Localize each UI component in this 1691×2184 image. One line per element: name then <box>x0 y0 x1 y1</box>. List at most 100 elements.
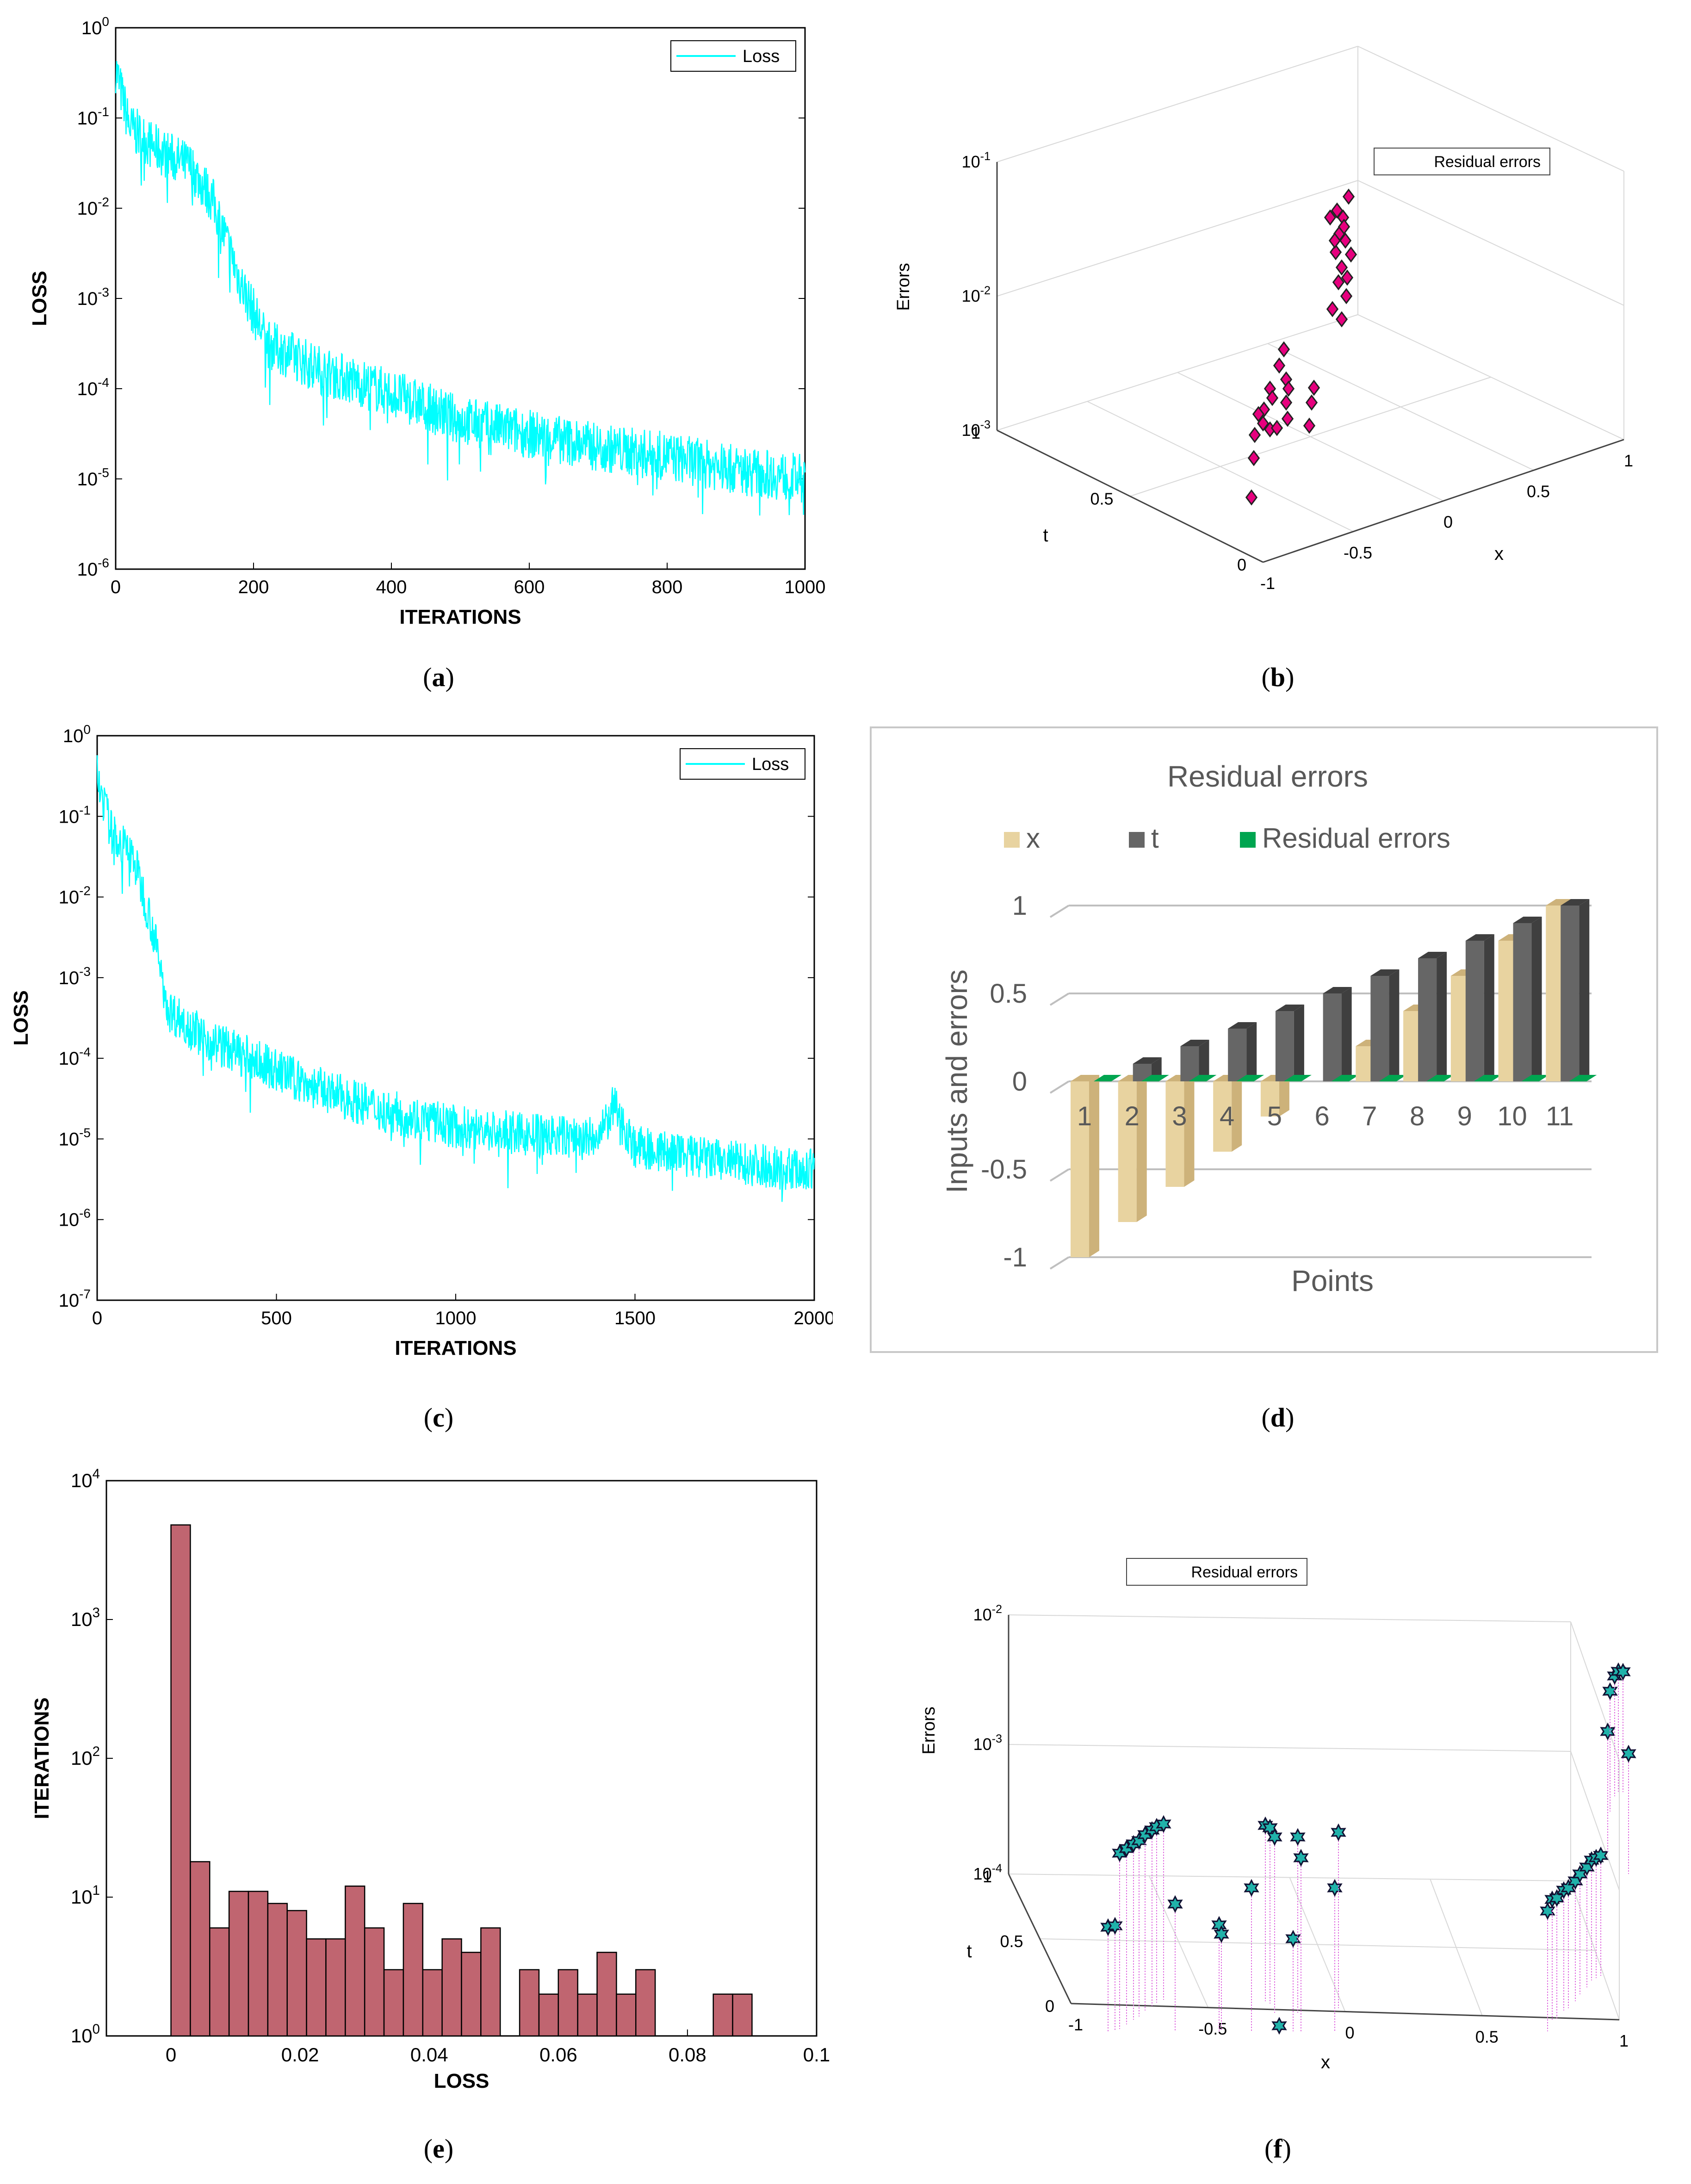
x-tick-label: 3 <box>1172 1101 1187 1131</box>
chart-a-loss-vs-iterations: 100 10-1 10-2 10-3 10-4 10-5 10-60 200 400 600 800… <box>28 14 826 628</box>
bar-residual-error <box>1283 1075 1312 1081</box>
bar-x <box>1165 1081 1184 1187</box>
bar-residual-error <box>1141 1075 1169 1081</box>
z-tick-label: 10-2 <box>962 284 991 305</box>
residual-error-point <box>1600 1722 1616 1741</box>
histogram-bar <box>209 1927 230 2037</box>
y-tick-label: 10-5 <box>77 465 109 490</box>
residual-error-point <box>1340 288 1353 304</box>
x-tick-label: 0.04 <box>410 2044 448 2066</box>
caption-d: (d) <box>1261 1402 1295 1433</box>
residual-error-point <box>1247 450 1260 466</box>
z-axis-label: Errors <box>894 263 913 310</box>
bar-t-side <box>1437 952 1447 1081</box>
histogram-bar <box>480 1927 501 2037</box>
residual-error-point <box>1282 380 1295 397</box>
bar-residual-error <box>1379 1075 1407 1081</box>
bar-t-side <box>1199 1040 1209 1081</box>
residual-error-point <box>1277 341 1290 358</box>
x-tick-label: 0 <box>1345 2023 1354 2042</box>
z-axis-label: Errors <box>919 1706 939 1754</box>
plot-frame <box>115 27 806 570</box>
legend-box <box>1374 148 1550 175</box>
t-axis-label: t <box>1043 525 1048 546</box>
histogram-bar <box>248 1891 269 2037</box>
t-tick-label: 1 <box>983 1867 992 1886</box>
y-tick-label: 1 <box>1012 891 1027 921</box>
bar-x-side <box>1279 1075 1289 1117</box>
bar-t-top <box>1418 952 1447 958</box>
histogram-bar <box>345 1885 365 2037</box>
histogram-bar <box>732 1993 753 2037</box>
histogram-bar <box>635 1969 656 2037</box>
wall-grid <box>1570 1751 1620 1891</box>
x-tick-label: 1 <box>1624 451 1633 470</box>
z-tick-label: 10-3 <box>973 1732 1002 1754</box>
x-tick-label: 0.1 <box>803 2044 830 2066</box>
bar-x <box>1118 1081 1137 1222</box>
loss-series-line <box>96 755 815 1202</box>
residual-error-point <box>1280 394 1293 411</box>
x-tick-label: 8 <box>1410 1101 1425 1131</box>
bar-t-side <box>1294 1005 1304 1081</box>
histogram-bar <box>325 1938 346 2037</box>
x-tick-label: 500 <box>261 1308 292 1328</box>
wall-top <box>997 46 1358 162</box>
legend-label: x <box>1026 823 1040 854</box>
bar-residual-error <box>1189 1075 1217 1081</box>
gridline-depth <box>1049 1256 1070 1270</box>
bar-t-side <box>1484 934 1494 1081</box>
bar-x-side <box>1089 1075 1099 1257</box>
y-tick-label: 10-2 <box>59 884 91 908</box>
x-tick-label: 1000 <box>785 577 826 597</box>
residual-error-point <box>1305 394 1318 411</box>
residual-error-point <box>1335 259 1348 276</box>
residual-error-point <box>1248 427 1261 443</box>
x-axis-label: x <box>1494 544 1504 564</box>
x-tick-label: 1500 <box>614 1308 656 1328</box>
x-tick-label: -0.5 <box>1344 543 1372 562</box>
bar-t <box>1323 993 1342 1081</box>
bar-t-side <box>1341 987 1352 1081</box>
caption-e: (e) <box>423 2134 454 2164</box>
legend-swatch-x <box>1004 832 1020 848</box>
residual-error-point <box>1338 218 1350 235</box>
wall-grid <box>997 180 1358 297</box>
y-tick-label: 100 <box>81 14 109 38</box>
bar-residual-error <box>1331 1075 1359 1081</box>
residual-error-point <box>1270 420 1283 436</box>
x-tick-label: 4 <box>1220 1101 1234 1131</box>
bar-t-top <box>1465 934 1494 941</box>
residual-error-point <box>1344 246 1357 263</box>
residual-error-point <box>1326 301 1339 317</box>
legend-swatch-t <box>1129 832 1145 848</box>
x-tick-label: 0 <box>166 2044 176 2066</box>
t-tick-label: 0 <box>1237 555 1246 574</box>
residual-error-point <box>1271 2016 1287 2035</box>
y-tick-label: 10-2 <box>77 195 109 219</box>
bar-x-top <box>1071 1075 1099 1081</box>
caption-b: (b) <box>1261 662 1295 692</box>
legend-label: t <box>1151 823 1159 854</box>
chart-c-loss-vs-iterations: 100 10-1 10-2 10-3 10-4 10-5 10-6 10-70 500 1000 1… <box>10 722 833 1359</box>
residual-error-point <box>1540 1902 1555 1920</box>
residual-error-point <box>1252 406 1265 422</box>
legend-swatch-Residual errors <box>1240 832 1256 848</box>
histogram-bar <box>267 1903 288 2037</box>
bar-x <box>1213 1081 1232 1152</box>
bar-x-side <box>1136 1075 1147 1222</box>
bar-t-side <box>1579 899 1590 1081</box>
bar-x <box>1260 1081 1279 1117</box>
bar-t <box>1180 1046 1199 1081</box>
y-tick-label: 10-5 <box>59 1125 91 1149</box>
z-tick-label: 10-1 <box>962 150 991 171</box>
wall-top <box>1570 1621 1620 1761</box>
gridline-depth <box>1049 905 1070 918</box>
residual-error-point <box>1332 274 1345 291</box>
residual-error-point <box>1273 357 1286 374</box>
x-axis-label: ITERATIONS <box>395 1337 516 1359</box>
x-tick-label: 0.5 <box>1527 482 1550 501</box>
y-tick-label: 10-3 <box>59 964 91 988</box>
histogram-bar <box>403 1903 424 2037</box>
z-tick-label: 10-3 <box>962 418 991 440</box>
